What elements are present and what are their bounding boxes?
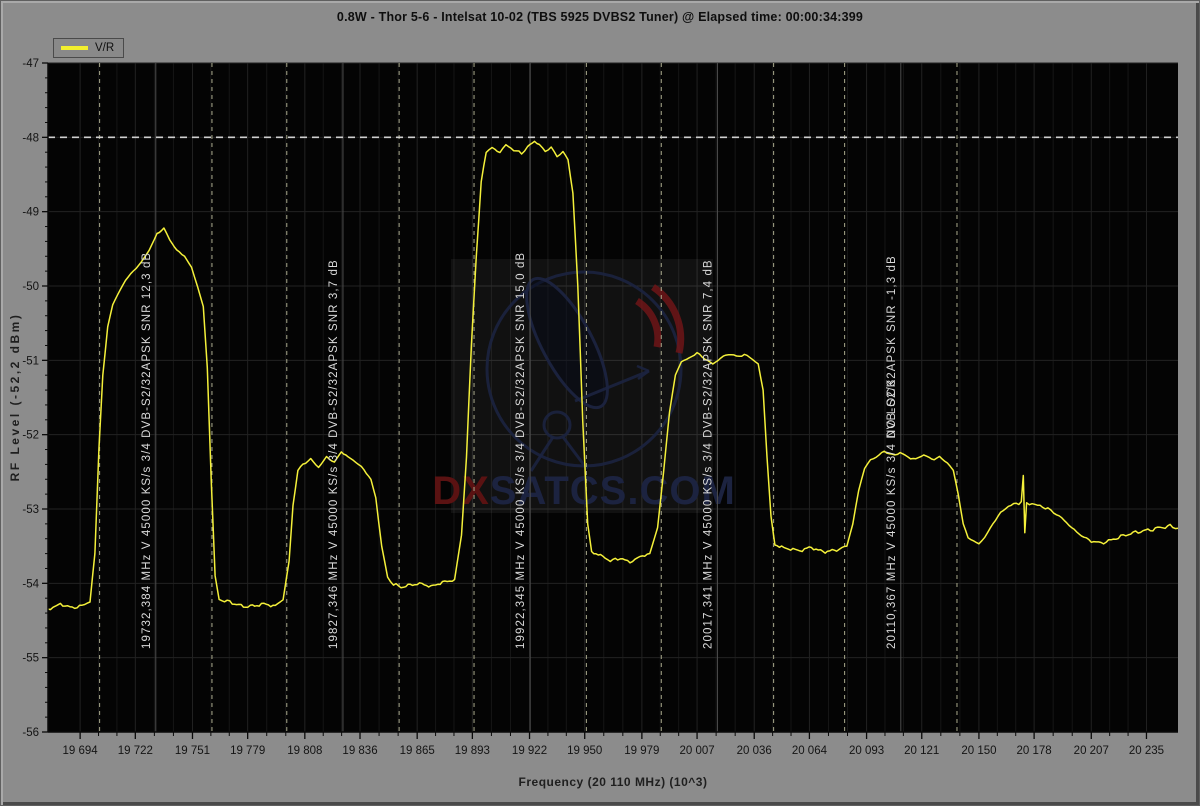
svg-text:19922,345 MHz V 45000 KS/s 3/4: 19922,345 MHz V 45000 KS/s 3/4 DVB-S2/32… (515, 252, 527, 649)
carrier-labels: 19732,384 MHz V 45000 KS/s 3/4 DVB-S2/32… (141, 252, 898, 649)
x-tick-label: 19 922 (512, 745, 547, 757)
x-tick-label: 19 950 (567, 745, 602, 757)
svg-text:DXSATCS.COM: DXSATCS.COM (432, 469, 736, 513)
legend-line-swatch (61, 46, 88, 50)
grid-layer (48, 62, 1178, 733)
x-tick-label: 20 007 (679, 745, 714, 757)
y-tick-label: -56 (22, 727, 39, 739)
x-axis-title: Frequency (20 110 MHz) (10^3) (518, 775, 708, 789)
y-tick-label: -49 (22, 207, 39, 219)
x-tick-label: 19 979 (624, 745, 659, 757)
x-tick-label: 20 036 (737, 745, 772, 757)
x-tick-label: 19 751 (175, 745, 210, 757)
y-tick-label: -55 (22, 653, 39, 665)
legend[interactable]: V/R (53, 38, 125, 58)
carrier-markers (99, 63, 958, 732)
y-tick-label: -53 (22, 504, 39, 516)
x-tick-label: 19 779 (230, 745, 265, 757)
watermark: DXSATCS.COM (432, 259, 736, 513)
x-tick-label: 20 178 (1017, 745, 1052, 757)
svg-text:19827,346 MHz V 45000 KS/s 3/4: 19827,346 MHz V 45000 KS/s 3/4 DVB-S2/32… (328, 259, 340, 649)
plot-background (48, 63, 1178, 732)
y-tick-label: -47 (22, 58, 39, 70)
svg-text:20110,367 MHz V 45000 KS/s 3/4: 20110,367 MHz V 45000 KS/s 3/4 DVB-S2/32… (886, 255, 898, 649)
legend-label: V/R (95, 42, 115, 54)
x-tick-label: 20 093 (849, 745, 884, 757)
x-tick-label: 19 836 (342, 745, 377, 757)
x-tick-label: 20 150 (961, 745, 996, 757)
svg-text:20017,341 MHz V 45000 KS/s 3/4: 20017,341 MHz V 45000 KS/s 3/4 DVB-S2/32… (702, 259, 714, 649)
x-tick-label: 19 722 (118, 745, 153, 757)
y-tick-label: -50 (22, 281, 39, 293)
y-tick-label: -54 (22, 578, 39, 590)
axes-layer: -47 -48 -49 -50 -51 -52 -53 -54 -55 -56 19 694 19 7… (22, 58, 1178, 757)
trace-vr (47, 140, 1179, 611)
x-tick-label: 20 121 (904, 745, 939, 757)
svg-text:NO LOCK: NO LOCK (886, 379, 898, 438)
x-tick-label: 20 207 (1074, 745, 1109, 757)
x-tick-label: 20 235 (1129, 745, 1164, 757)
y-tick-label: -48 (22, 132, 39, 144)
x-tick-label: 19 893 (455, 745, 490, 757)
x-tick-label: 20 064 (792, 745, 828, 757)
y-tick-label: -52 (22, 430, 39, 442)
y-axis-title: RF Level (-52,2 dBm) (8, 312, 22, 482)
window-title: 0.8W - Thor 5-6 - Intelsat 10-02 (TBS 59… (336, 10, 864, 24)
x-tick-label: 19 808 (287, 745, 322, 757)
y-tick-label: -51 (22, 355, 39, 367)
x-tick-label: 19 865 (400, 745, 435, 757)
svg-text:19732,384 MHz V 45000 KS/s 3/4: 19732,384 MHz V 45000 KS/s 3/4 DVB-S2/32… (141, 252, 153, 649)
x-tick-label: 19 694 (63, 745, 99, 757)
